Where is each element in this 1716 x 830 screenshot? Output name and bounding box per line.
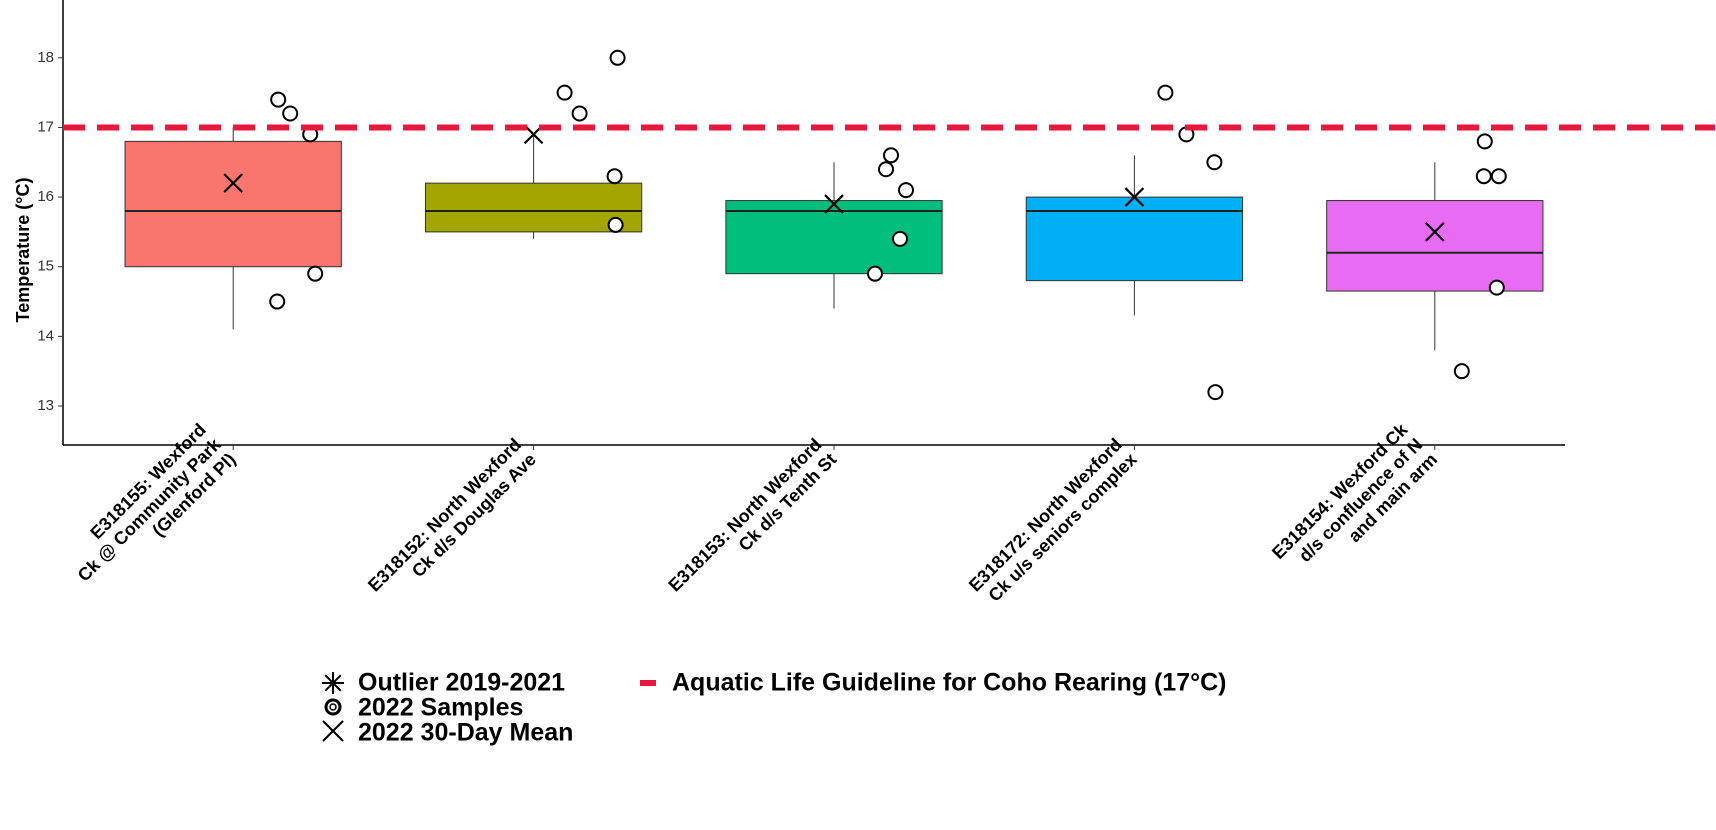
mean-marker — [223, 173, 243, 193]
y-tick-label: 18 — [37, 49, 54, 66]
legend-mean-icon — [322, 720, 344, 742]
legend-label: Aquatic Life Guideline for Coho Rearing … — [672, 669, 1226, 697]
sample — [1490, 168, 1507, 185]
x-tick-label-line: Ck @ Community Park — [73, 434, 225, 586]
x-tick-label-line: E318152: North Wexford — [364, 434, 525, 595]
sample — [883, 147, 899, 164]
legend-label: Outlier 2019-2021 — [358, 669, 565, 697]
mean-stroke — [1124, 187, 1145, 207]
y-tick-label: 13 — [37, 397, 54, 414]
sample — [1476, 133, 1493, 150]
x-tick-label-line: E318172: North Wexford — [965, 434, 1126, 595]
legend-sample-icon — [324, 698, 342, 716]
y-tick-label: 17 — [37, 118, 54, 135]
sample — [270, 91, 287, 108]
sample — [1453, 363, 1470, 380]
sample — [878, 161, 894, 178]
x-tick-label-line: d/s confluence of N — [1295, 434, 1427, 566]
sample — [892, 230, 908, 247]
x-tick-label: E318152: North WexfordCk d/s Douglas Ave — [364, 434, 540, 610]
sample — [571, 105, 588, 122]
sample — [307, 265, 324, 282]
sample — [1157, 84, 1174, 101]
legend-label: 2022 Samples — [358, 694, 523, 722]
y-tick-label: 16 — [37, 188, 54, 205]
legend-outlier-icon — [322, 672, 344, 694]
x-tick-label-line: E318153: North Wexford — [664, 434, 825, 595]
mean-stroke — [1425, 222, 1445, 242]
x-tick-label: E318153: North WexfordCk d/s Tenth St — [664, 434, 840, 610]
mean-stroke — [322, 720, 344, 742]
sample — [556, 84, 573, 101]
mean-marker — [824, 194, 844, 214]
sample — [607, 216, 624, 233]
y-tick-label: 15 — [37, 258, 54, 275]
sample — [1488, 279, 1505, 296]
sample — [898, 182, 914, 199]
mean-stroke — [824, 194, 844, 214]
x-tick-label: E318172: North WexfordCk u/s seniors com… — [965, 434, 1141, 610]
box — [1326, 200, 1544, 292]
sample — [609, 49, 626, 66]
sample — [867, 265, 883, 282]
x-tick-label: E318155: WexfordCk @ Community Park(Glen… — [59, 419, 240, 600]
mean-stroke — [223, 173, 243, 193]
sample — [1206, 154, 1223, 171]
y-axis-label: Temperature (°C) — [13, 178, 33, 323]
x-tick-label-line: Ck d/s Douglas Ave — [408, 449, 540, 581]
asterisk-stroke — [324, 674, 342, 692]
sample — [269, 293, 286, 310]
sample — [282, 105, 299, 122]
x-tick-label-line: Ck u/s seniors complex — [984, 449, 1140, 605]
sample — [1475, 168, 1492, 185]
legend-sample-icon — [329, 703, 337, 711]
mean-marker — [1124, 187, 1145, 207]
box — [424, 182, 643, 233]
box — [124, 140, 342, 268]
sample — [1207, 384, 1224, 401]
mean-marker — [1425, 222, 1445, 242]
legend-label: 2022 30-Day Mean — [358, 719, 573, 747]
box — [1025, 196, 1244, 282]
y-tick-label: 14 — [37, 327, 54, 344]
sample — [606, 168, 623, 185]
